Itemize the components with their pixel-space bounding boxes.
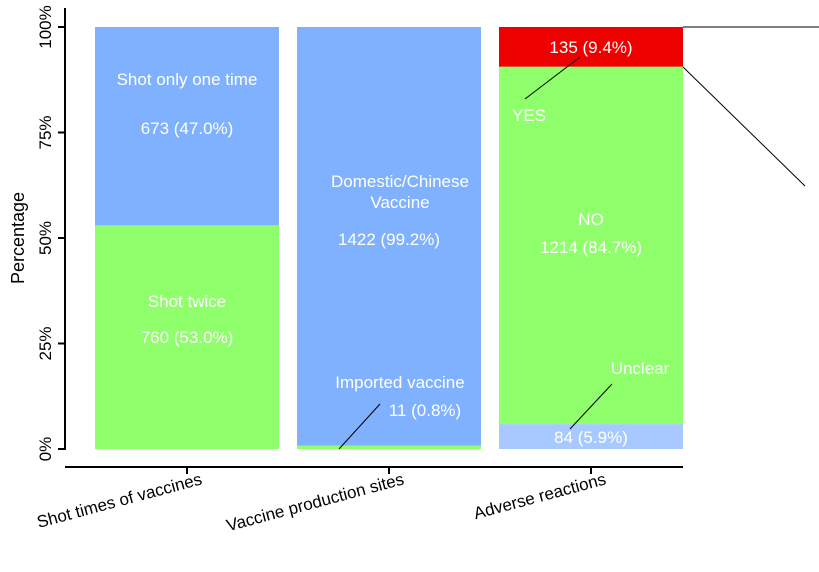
segment-name-line: Domestic/Chinese	[331, 172, 469, 191]
leader-line-4	[682, 66, 806, 187]
segment-name-0-1: Shot only one time	[117, 70, 258, 89]
segment-count-2-2: 135 (9.4%)	[549, 38, 632, 57]
bar-segment-0-0	[95, 225, 279, 449]
y-axis-title: Percentage	[8, 192, 28, 284]
y-tick-label-0: 0%	[36, 437, 55, 462]
bar-segment-1-1	[297, 27, 481, 446]
leader-line-1	[569, 383, 613, 430]
segment-name-1-0: Imported vaccine	[335, 373, 464, 392]
x-tick-label-1: Vaccine production sites	[224, 470, 406, 536]
y-tick-label-1: 25%	[36, 326, 55, 360]
leader-line-2	[524, 56, 581, 100]
y-tick-label-4: 100%	[36, 5, 55, 48]
segment-name-1-1: Domestic/Chinese Vaccine	[331, 172, 469, 212]
leader-line-0	[338, 403, 381, 450]
bar-segment-0-1	[95, 27, 279, 226]
x-tick-label-0: Shot times of vaccines	[35, 470, 204, 532]
segment-count-1-1: 1422 (99.2%)	[338, 230, 440, 249]
x-tick-label-2: Adverse reactions	[472, 470, 608, 524]
y-tick-label-3: 75%	[36, 115, 55, 149]
segment-name-0-0: Shot twice	[148, 292, 226, 311]
segment-count-2-1: 1214 (84.7%)	[540, 238, 642, 257]
segment-name-2-2: YES	[512, 106, 546, 125]
segment-count-1-0: 11 (0.8%)	[389, 401, 461, 420]
segment-name-line: Vaccine	[370, 193, 429, 212]
segment-name-2-1: NO	[578, 210, 604, 229]
bar-segment-2-0	[499, 424, 683, 449]
segment-name-2-0: Unclear	[611, 359, 670, 378]
bar-segment-1-0	[297, 445, 481, 449]
segment-count-0-0: 760 (53.0%)	[141, 328, 234, 347]
bar-segment-2-2	[499, 27, 683, 67]
y-tick-label-2: 50%	[36, 221, 55, 255]
bar-segment-2-1	[499, 66, 683, 425]
segment-count-2-0: 84 (5.9%)	[554, 428, 628, 447]
segment-count-0-1: 673 (47.0%)	[141, 119, 234, 138]
